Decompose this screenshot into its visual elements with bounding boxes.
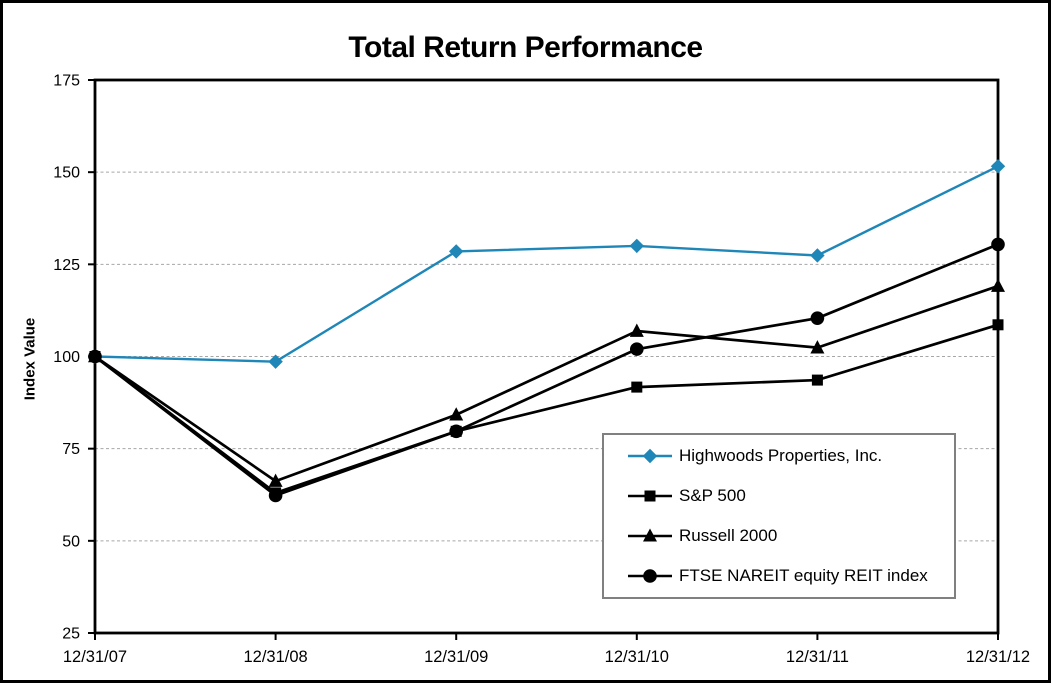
legend-label: FTSE NAREIT equity REIT index	[679, 566, 928, 585]
y-tick-label: 25	[62, 626, 80, 643]
marker-diamond	[810, 248, 825, 263]
legend-label: Russell 2000	[679, 526, 778, 545]
legend-label: Highwoods Properties, Inc.	[679, 446, 883, 465]
marker-square	[631, 381, 643, 393]
y-tick-label: 75	[62, 441, 80, 458]
x-tick-label: 12/31/12	[966, 648, 1030, 666]
marker-triangle	[268, 473, 283, 487]
marker-square	[992, 319, 1004, 331]
line-square-marker-icon	[628, 490, 672, 502]
legend-item-ftse-nareit: FTSE NAREIT equity REIT index	[628, 556, 954, 596]
marker-triangle	[629, 323, 644, 337]
marker-triangle	[449, 407, 464, 421]
marker-circle	[991, 237, 1005, 252]
legend-item-highwoods: Highwoods Properties, Inc.	[628, 436, 954, 476]
series-line	[94, 165, 999, 363]
marker-diamond	[268, 354, 283, 369]
marker-diamond	[629, 238, 644, 254]
x-tick-label: 12/31/08	[243, 648, 307, 666]
marker-circle	[88, 349, 102, 364]
x-tick-label: 12/31/10	[605, 648, 669, 666]
y-tick-label: 125	[53, 257, 80, 274]
x-tick-label: 12/31/07	[63, 648, 127, 666]
marker-circle	[810, 311, 825, 325]
chart-title: Total Return Performance	[348, 31, 703, 64]
marker-triangle	[810, 340, 825, 354]
x-tick-label: 12/31/11	[786, 648, 849, 666]
y-tick-label: 150	[53, 165, 80, 182]
plot-area: 25 50 75 100 125 150 175 12/31/07 12/31/08 12/31/…	[53, 73, 1030, 667]
series-line	[94, 323, 999, 495]
legend-item-sp500: S&P 500	[628, 476, 954, 516]
line-diamond-marker-icon	[628, 448, 672, 464]
marker-circle	[630, 342, 644, 356]
marker-circle	[449, 424, 464, 439]
chart-legend: Highwoods Properties, Inc. S&P 500 Russe…	[602, 433, 956, 599]
legend-label: S&P 500	[679, 486, 746, 505]
y-tick-label: 175	[53, 73, 80, 90]
y-tick-label: 50	[62, 533, 80, 550]
line-triangle-marker-icon	[628, 528, 672, 542]
marker-diamond	[449, 244, 464, 259]
marker-diamond	[990, 159, 1006, 174]
line-circle-marker-icon	[628, 569, 672, 583]
y-tick-label: 100	[53, 349, 80, 366]
x-tick-label: 12/31/09	[424, 648, 488, 666]
series-line	[94, 284, 999, 483]
legend-item-russell2000: Russell 2000	[628, 516, 954, 556]
marker-triangle	[991, 278, 1005, 292]
marker-circle	[268, 488, 283, 503]
series-line	[94, 243, 999, 498]
marker-square	[811, 374, 823, 386]
